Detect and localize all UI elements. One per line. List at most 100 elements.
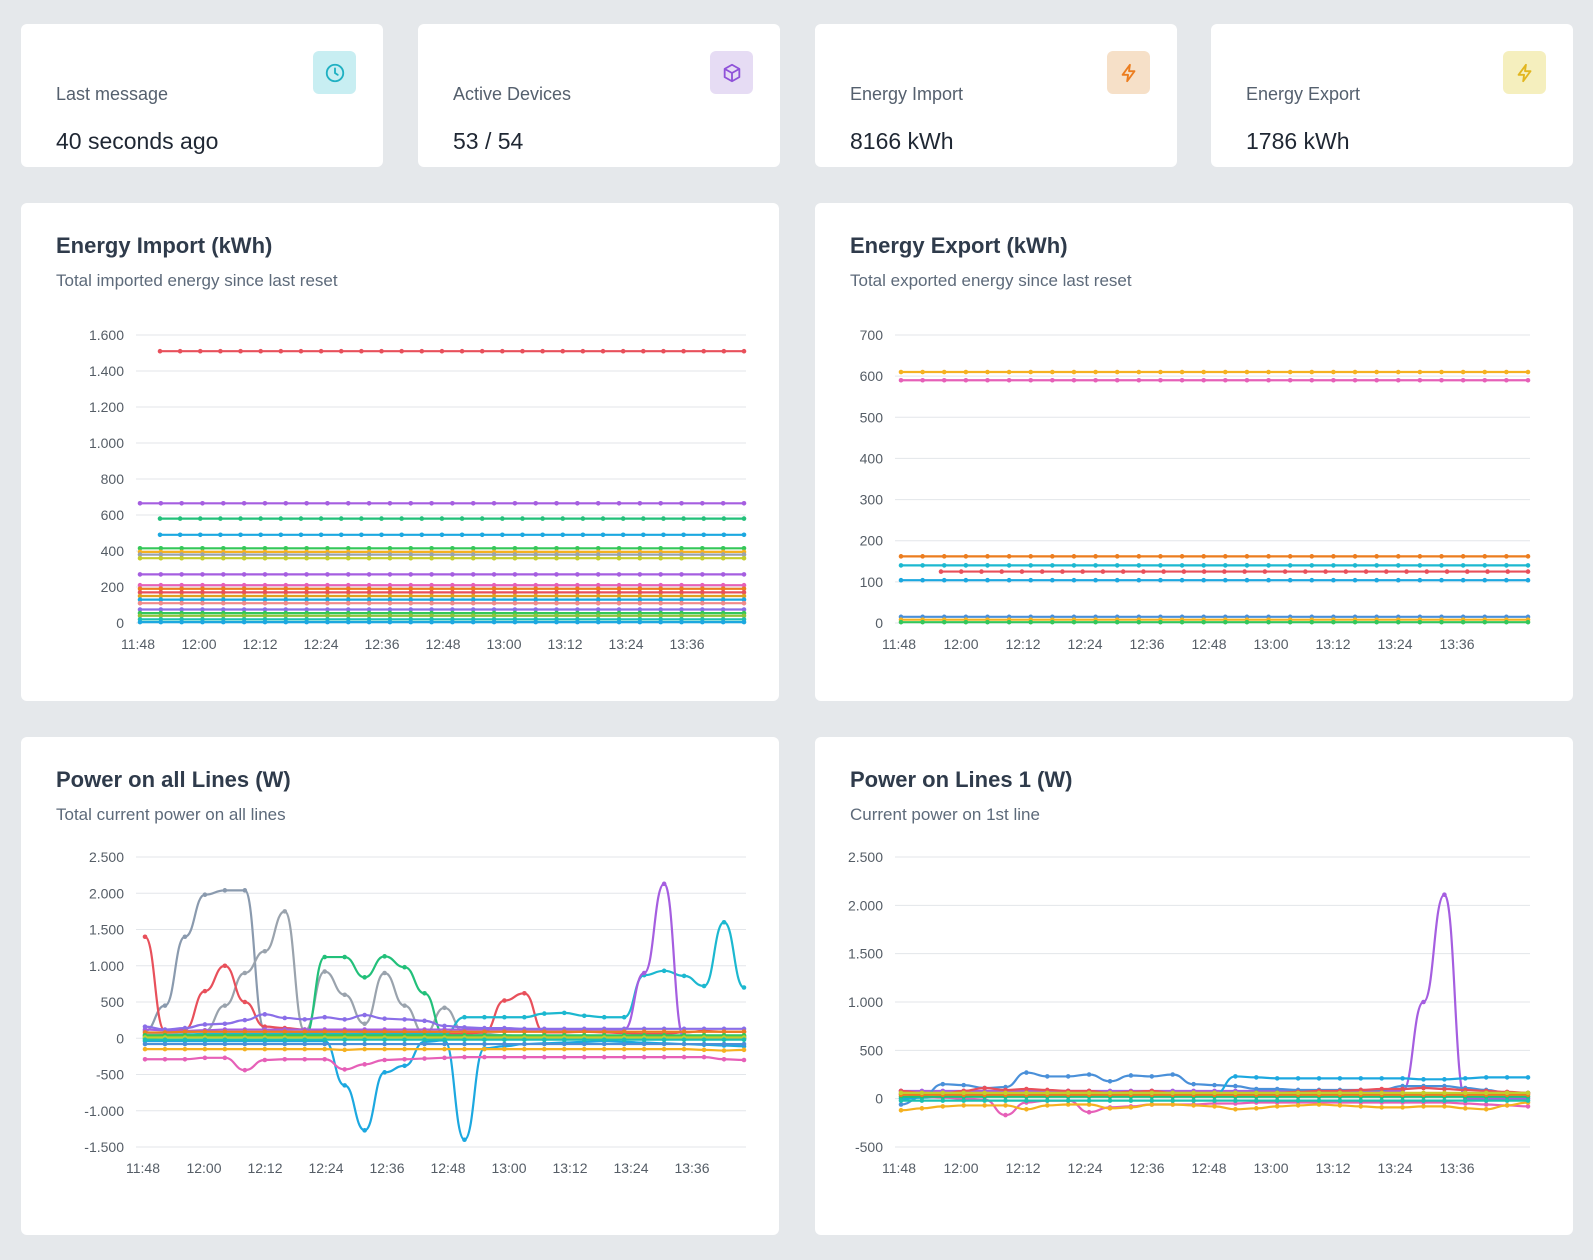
data-point [137,593,143,599]
data-point [963,577,969,583]
data-point [1024,1090,1029,1096]
data-point [262,1046,268,1052]
data-point [701,1054,707,1060]
data-point [1086,1109,1092,1115]
y-tick-label: 0 [875,1091,883,1107]
data-point [679,619,684,625]
data-point [701,1037,707,1042]
data-point [1287,377,1293,383]
data-point [200,600,205,606]
data-point [222,1029,228,1035]
data-point [1039,569,1045,574]
data-point [1244,369,1250,375]
data-point [641,1054,647,1060]
data-point [1019,569,1025,574]
power-all-lines-chart[interactable]: 2.500 2.000 1.500 1.000 500 0 -500 -1.000 -1.500… [21,837,779,1217]
data-point [700,572,705,577]
data-point [1244,554,1250,559]
data-point [641,348,646,354]
data-point [157,348,163,354]
data-point [442,1023,447,1029]
data-point [898,1098,904,1103]
data-point [898,1090,904,1096]
data-point [720,552,726,557]
data-point [345,555,351,561]
data-point [342,1067,347,1072]
data-point [1100,569,1106,574]
data-point [637,586,643,592]
data-point [658,572,663,577]
data-point [940,1081,946,1087]
data-point [258,516,263,521]
data-point [720,555,726,561]
data-point [282,1029,288,1035]
data-point [345,501,351,506]
data-point [142,934,148,940]
data-point [202,892,208,897]
data-point [382,1046,387,1052]
data-point [137,607,143,612]
data-point [158,613,164,619]
data-point [262,501,268,506]
data-point [898,577,904,583]
data-point [1179,563,1185,568]
y-tick-label: -1.000 [84,1103,124,1119]
data-point [641,516,646,521]
data-point [366,552,372,557]
energy-import-chart[interactable]: 1.600 1.400 1.200 1.000 800 600 400 200 0 11:48 12… [21,303,779,683]
data-point [450,600,455,606]
data-point [362,1128,367,1133]
data-point [741,597,747,602]
data-point [325,501,330,506]
data-point [1170,1072,1175,1077]
data-point [262,607,268,612]
data-point [1093,377,1098,383]
data-point [179,555,184,561]
data-point [325,582,330,588]
data-point [512,586,518,592]
y-tick-label: 1.500 [848,946,883,962]
data-point [200,546,205,551]
chart-title: Power on Lines 1 (W) [850,767,1073,792]
data-point [322,1041,328,1047]
data-point [721,532,727,538]
data-point [1439,563,1444,568]
data-point [462,1029,467,1035]
data-point [304,501,309,506]
data-point [221,552,226,557]
data-point [322,954,328,960]
data-point [362,1029,367,1035]
data-point [1400,1098,1405,1103]
data-point [963,554,969,559]
data-point [1483,1090,1489,1096]
data-point [241,572,247,577]
data-point [238,516,243,521]
data-point [179,552,184,557]
data-point [637,552,643,557]
data-point [182,934,188,940]
data-point [920,369,925,375]
data-point [1504,1098,1510,1103]
data-point [1309,377,1315,383]
data-point [157,516,163,521]
data-point [262,1029,268,1035]
power-line-1-chart[interactable]: 2.500 2.000 1.500 1.000 500 0 -500 11:48 12:00 12… [815,837,1573,1217]
data-point [200,586,205,592]
data-point [1316,1090,1322,1096]
data-point [302,1029,308,1035]
y-tick-label: 500 [101,994,125,1010]
data-point [562,1046,567,1052]
data-point [179,546,184,551]
data-point [382,1029,387,1035]
data-point [1223,554,1228,559]
data-point [362,1021,367,1027]
data-point [200,593,205,599]
data-point [1028,619,1034,625]
data-point [491,600,497,606]
data-point [1463,1076,1468,1081]
data-point [1093,577,1098,583]
data-point [512,600,518,606]
data-point [1331,619,1336,625]
energy-export-chart[interactable]: 700 600 500 400 300 200 100 0 11:48 12:00 12:12 12:… [815,303,1573,683]
data-point [258,348,263,354]
